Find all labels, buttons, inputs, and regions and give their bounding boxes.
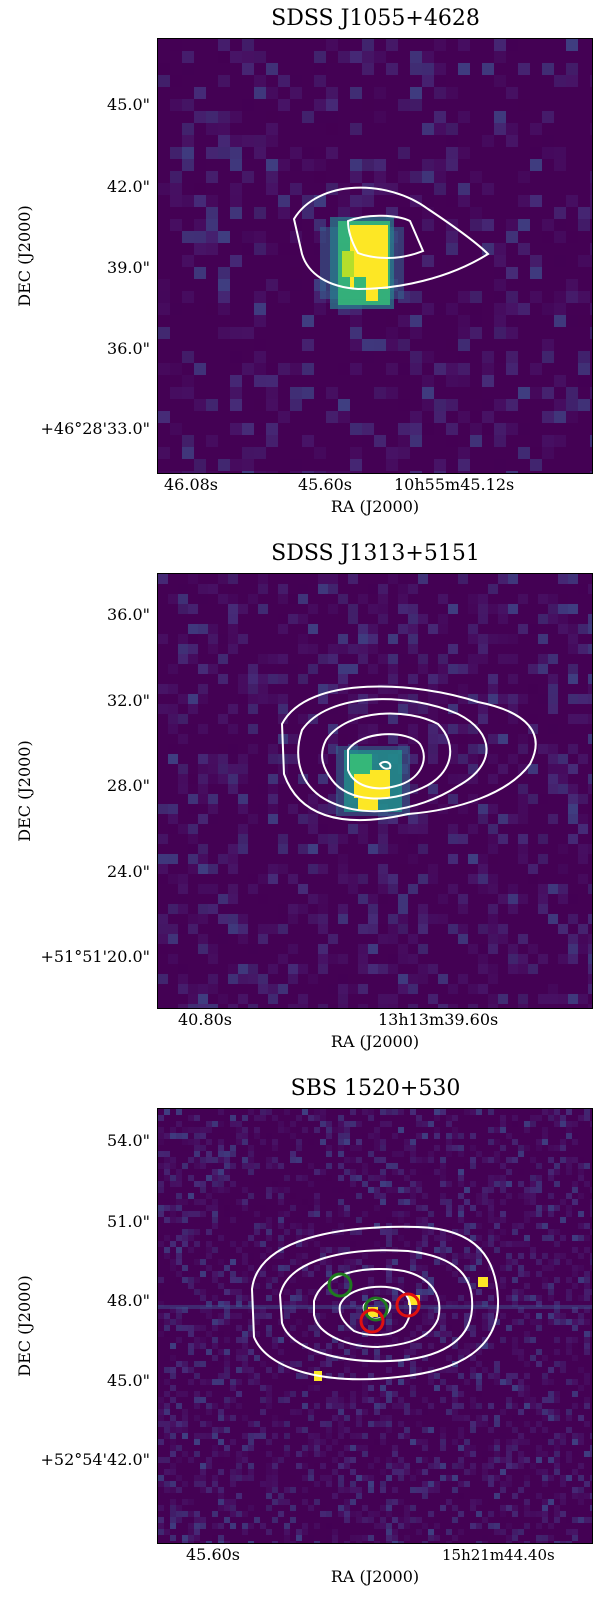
y-axis-label: DEC (J2000) — [15, 1275, 34, 1377]
y-tick-label: 54.0" — [107, 1131, 150, 1150]
y-tick-label: +52°54'42.0" — [40, 1450, 150, 1469]
y-tick-label: +46°28'33.0" — [40, 419, 150, 438]
x-tick-label: 45.60s — [298, 475, 353, 494]
markers — [327, 1272, 421, 1334]
sky-image — [158, 39, 592, 473]
panel-title: SBS 1520+530 — [290, 1076, 461, 1101]
y-axis-label: DEC (J2000) — [15, 740, 34, 842]
image-frame — [157, 1108, 593, 1544]
source-emission — [320, 217, 404, 309]
panel-3: SBS 1520+530 — [0, 1070, 595, 1600]
panel-title: SDSS J1055+4628 — [271, 6, 480, 31]
y-axis-label: DEC (J2000) — [15, 205, 34, 307]
red-circle-marker — [395, 1292, 421, 1318]
y-tick-label: 24.0" — [107, 862, 150, 881]
panel-title: SDSS J1313+5151 — [271, 541, 480, 566]
y-tick-label: 42.0" — [107, 177, 150, 196]
red-circle-marker — [359, 1308, 385, 1334]
y-tick-label: 51.0" — [107, 1212, 150, 1231]
x-axis-label: RA (J2000) — [330, 1567, 420, 1586]
panel-1: SDSS J1055+4628 45.0" 42.0" 39.0" 36.0" … — [0, 0, 595, 530]
y-tick-label: 28.0" — [107, 776, 150, 795]
noise-pixels — [158, 39, 592, 473]
contours — [292, 186, 490, 291]
x-tick-label: 13h13m39.60s — [378, 1010, 499, 1029]
x-tick-label: 46.08s — [164, 475, 219, 494]
y-tick-label: 39.0" — [107, 258, 150, 277]
y-tick-label: 45.0" — [107, 95, 150, 114]
green-circle-marker — [363, 1296, 389, 1322]
y-tick-label: 32.0" — [107, 691, 150, 710]
x-axis-label: RA (J2000) — [330, 1032, 420, 1051]
y-tick-label: +51°51'20.0" — [40, 947, 150, 966]
x-tick-label: 15h21m44.40s — [442, 1546, 555, 1564]
image-frame — [157, 38, 593, 474]
image-frame — [157, 573, 593, 1009]
y-tick-label: 45.0" — [107, 1371, 150, 1390]
green-circle-marker — [327, 1272, 353, 1298]
x-tick-label: 45.60s — [186, 1545, 241, 1564]
x-tick-label: 40.80s — [178, 1010, 233, 1029]
contours — [280, 685, 537, 822]
y-tick-label: 36.0" — [107, 339, 150, 358]
noise-pixels — [158, 1109, 592, 1543]
sky-image — [158, 1109, 592, 1543]
panel-2: SDSS J1313+5151 36.0" 32.0" 28.0" 24.0" — [0, 535, 595, 1065]
x-tick-label: 10h55m45.12s — [394, 475, 515, 494]
x-axis-label: RA (J2000) — [330, 497, 420, 516]
y-tick-label: 48.0" — [107, 1291, 150, 1310]
y-tick-label: 36.0" — [107, 605, 150, 624]
sky-image — [158, 574, 592, 1008]
